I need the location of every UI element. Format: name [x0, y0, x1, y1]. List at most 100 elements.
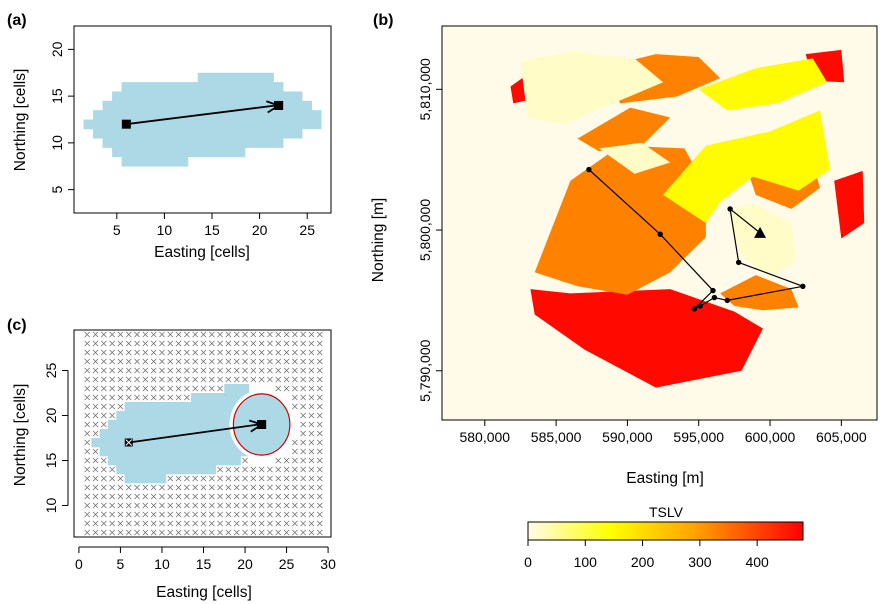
- panel-b-y-tick-label: 5,800,000: [417, 199, 433, 261]
- grid-cross: [316, 502, 323, 509]
- grid-cross: [100, 385, 107, 392]
- panel-a-x-tick-label: 25: [299, 222, 315, 238]
- grid-cross: [92, 511, 99, 518]
- grid-cross: [316, 520, 323, 527]
- grid-cross: [275, 493, 282, 500]
- grid-cross: [233, 493, 240, 500]
- grid-cross: [233, 466, 240, 473]
- grid-cross: [208, 358, 215, 365]
- footprint-row: [102, 100, 312, 111]
- grid-cross: [100, 502, 107, 509]
- grid-cross: [283, 367, 290, 374]
- grid-cross: [217, 511, 223, 518]
- grid-cross: [225, 520, 232, 527]
- track-point: [711, 294, 718, 301]
- grid-cross: [275, 331, 282, 338]
- grid-cross: [250, 493, 257, 500]
- grid-cross: [316, 385, 323, 392]
- tslv-region: [610, 338, 639, 364]
- grid-cross: [308, 475, 315, 482]
- panel-a-x-tick-label: 20: [252, 222, 268, 238]
- grid-cross: [242, 493, 248, 500]
- grid-cross: [258, 511, 265, 518]
- panel-b-x-tick-label: 600,000: [745, 429, 796, 445]
- grid-cross: [308, 529, 315, 536]
- grid-cross: [134, 385, 140, 392]
- footprint-row: [116, 411, 291, 421]
- grid-cross: [283, 502, 290, 509]
- grid-cross: [258, 466, 265, 473]
- grid-cross: [300, 394, 307, 401]
- grid-cross: [159, 358, 165, 365]
- grid-cross: [300, 421, 307, 428]
- grid-cross: [184, 484, 190, 491]
- grid-cross: [159, 502, 165, 509]
- grid-cross: [233, 376, 240, 383]
- panel-b-x-tick-label: 605,000: [816, 429, 867, 445]
- grid-cross: [308, 376, 315, 383]
- grid-cross: [275, 475, 282, 482]
- grid-cross: [184, 367, 190, 374]
- grid-cross: [100, 376, 107, 383]
- grid-cross: [283, 520, 290, 527]
- grid-cross: [167, 340, 174, 347]
- grid-cross: [150, 349, 157, 356]
- grid-cross: [175, 475, 182, 482]
- grid-cross: [125, 511, 132, 518]
- grid-cross: [258, 484, 265, 491]
- footprint-row: [224, 384, 250, 394]
- grid-cross: [150, 484, 157, 491]
- grid-cross: [283, 349, 290, 356]
- grid-cross: [192, 358, 199, 365]
- grid-cross: [292, 493, 298, 500]
- panel-c-x-tick-label: 15: [196, 556, 212, 572]
- grid-cross: [267, 466, 273, 473]
- grid-cross: [109, 403, 115, 410]
- grid-cross: [300, 331, 307, 338]
- track-end-marker: [754, 226, 767, 238]
- grid-cross: [92, 502, 99, 509]
- grid-cross: [300, 412, 307, 419]
- grid-cross: [292, 502, 298, 509]
- panel-c-x-tick-label: 25: [279, 556, 295, 572]
- grid-cross: [125, 376, 132, 383]
- panel-a-path: [121, 100, 284, 129]
- grid-cross: [192, 340, 199, 347]
- grid-cross: [192, 511, 199, 518]
- grid-cross: [267, 475, 273, 482]
- grid-cross: [275, 358, 282, 365]
- panel-b-x-ticks: 580,000 585,000 590,000 595,000 600,000 605,0…: [459, 420, 867, 445]
- grid-cross: [134, 394, 140, 401]
- grid-cross: [125, 529, 132, 536]
- grid-cross: [117, 520, 124, 527]
- grid-cross: [167, 511, 174, 518]
- grid-cross: [233, 520, 240, 527]
- grid-cross: [300, 340, 307, 347]
- panel-c-x-tick-label: 5: [117, 556, 125, 572]
- grid-cross: [109, 484, 115, 491]
- search-radius-circle: [232, 393, 291, 456]
- grid-cross: [292, 403, 298, 410]
- grid-cross: [300, 376, 307, 383]
- grid-cross: [184, 394, 190, 401]
- grid-cross: [192, 493, 199, 500]
- grid-cross: [84, 349, 91, 356]
- grid-cross: [316, 358, 323, 365]
- grid-cross: [109, 394, 115, 401]
- panel-c-y-tick-label: 25: [43, 363, 59, 379]
- grid-cross: [84, 457, 91, 464]
- grid-cross: [117, 403, 124, 410]
- grid-cross: [142, 349, 149, 356]
- grid-cross: [292, 520, 298, 527]
- grid-cross: [117, 502, 124, 509]
- grid-cross: [134, 331, 140, 338]
- grid-cross: [92, 430, 99, 437]
- grid-cross: [292, 331, 298, 338]
- grid-cross: [217, 493, 223, 500]
- grid-cross: [109, 376, 115, 383]
- grid-cross: [258, 520, 265, 527]
- grid-cross: [258, 376, 265, 383]
- grid-cross: [208, 529, 215, 536]
- grid-cross: [316, 448, 323, 455]
- track-point: [697, 303, 703, 309]
